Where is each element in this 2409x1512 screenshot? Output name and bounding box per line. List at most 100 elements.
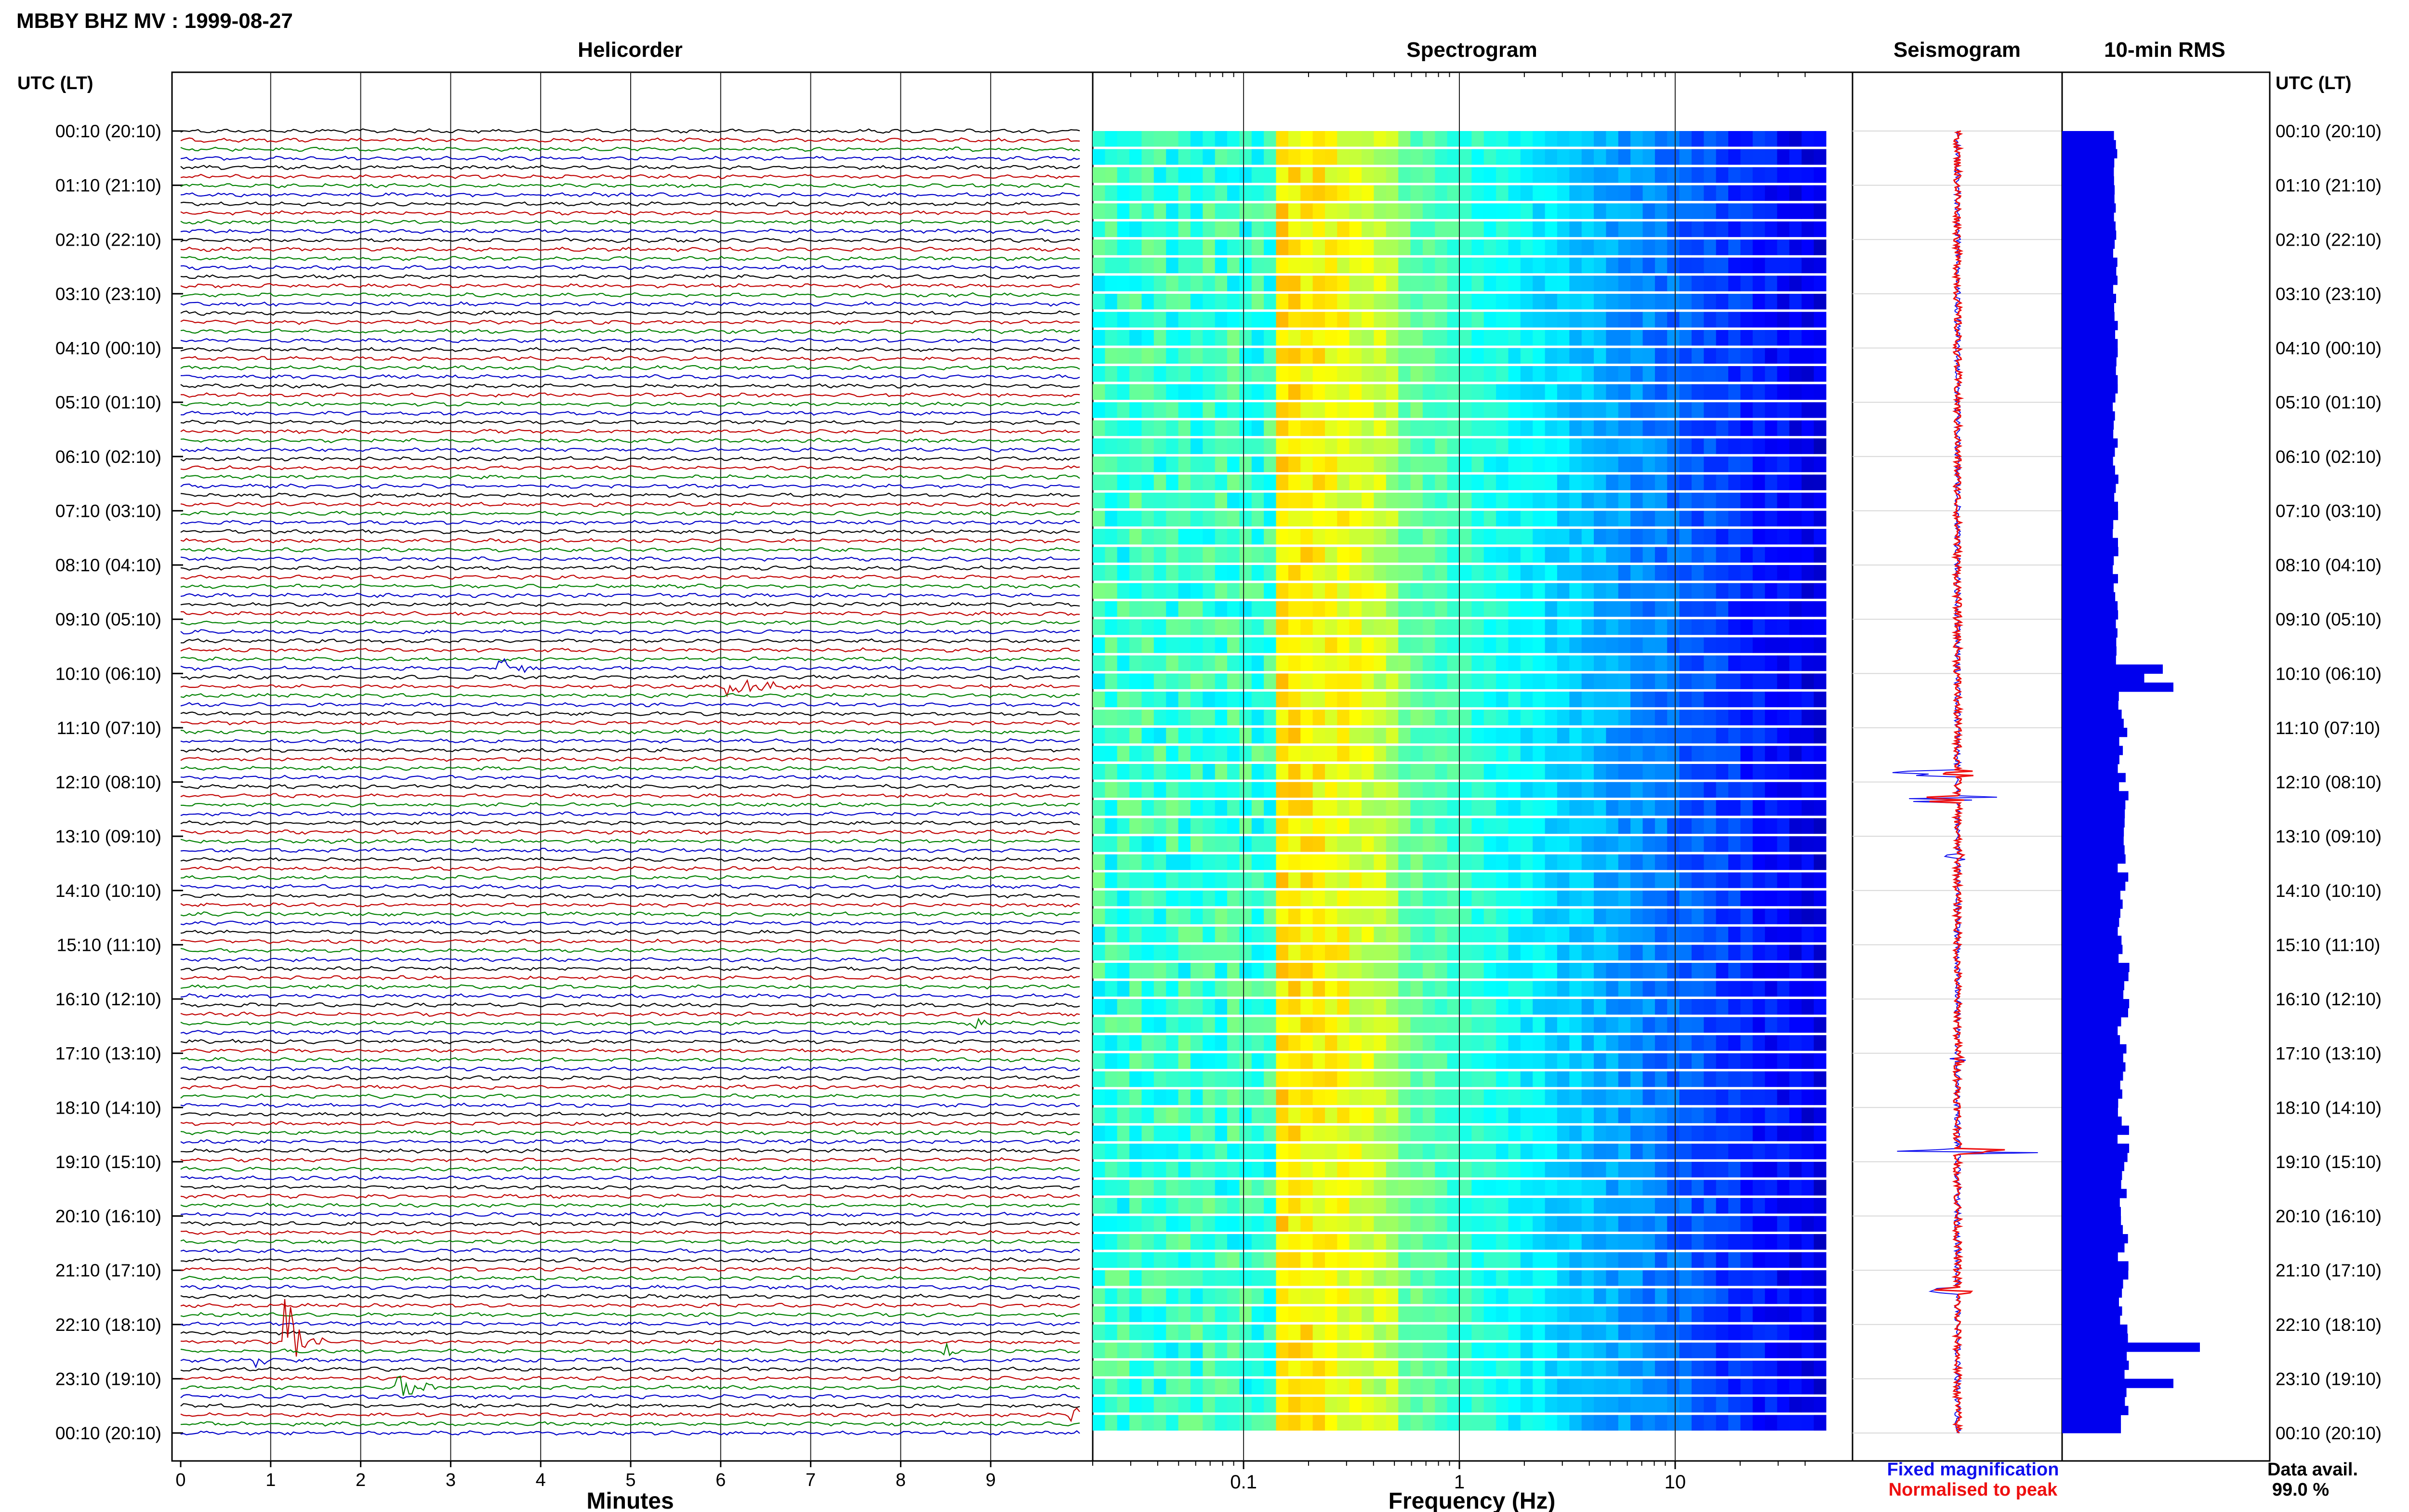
spectrogram-cell [1362, 1415, 1375, 1431]
spectrogram-cell [1276, 438, 1289, 454]
spectrogram-cell [1276, 547, 1289, 563]
spectrogram-cell [1642, 583, 1655, 599]
spectrogram-cell [1203, 293, 1216, 310]
spectrogram-cell [1288, 348, 1301, 364]
spectrogram-cell [1190, 673, 1203, 689]
spectrogram-cell [1545, 1144, 1558, 1159]
spectrogram-cell [1312, 1144, 1325, 1159]
spectrogram-cell [1264, 1071, 1277, 1087]
spectrogram-cell [1117, 1053, 1130, 1069]
spectrogram-cell [1276, 872, 1289, 888]
spectrogram-cell [1093, 1071, 1105, 1087]
spectrogram-cell [1765, 637, 1778, 653]
spectrogram-cell [1679, 962, 1692, 979]
rms-bar [2062, 818, 2125, 828]
spectrogram-cell [1312, 438, 1325, 454]
spectrogram-cell [1520, 1161, 1533, 1178]
spectrogram-cell [1630, 167, 1643, 183]
spectrogram-cell [1740, 330, 1753, 346]
spectrogram-cell [1692, 1270, 1704, 1286]
spectrogram-cell [1557, 1144, 1570, 1159]
spectrogram-cell [1178, 1415, 1191, 1431]
spectrogram-cell [1251, 1161, 1264, 1178]
spectrogram-cell [1655, 1144, 1668, 1159]
spectrogram-cell [1508, 167, 1521, 183]
spectrogram-cell [1789, 1360, 1802, 1377]
spectrogram-cell [1239, 583, 1252, 599]
station-title: MBBY BHZ MV : 1999-08-27 [16, 9, 293, 33]
spectrogram-cell [1789, 1306, 1802, 1322]
spectrogram-cell [1239, 999, 1252, 1015]
rms-bar [2062, 755, 2119, 764]
spectrogram-cell [1203, 710, 1216, 725]
spectrogram-cell [1496, 1180, 1509, 1196]
spectrogram-cell [1141, 691, 1154, 708]
spectrogram-cell [1227, 999, 1240, 1015]
spectrogram-cell [1129, 800, 1142, 816]
spectrogram-cell [1789, 999, 1802, 1015]
spectrogram-cell [1215, 1360, 1228, 1377]
spectrogram-cell [1557, 1053, 1570, 1069]
spectrogram-cell [1153, 1234, 1166, 1250]
spectrogram-cell [1166, 691, 1179, 708]
spectrogram-cell [1422, 239, 1435, 255]
spectrogram-cell [1141, 1144, 1154, 1159]
spectrogram-cell [1447, 1270, 1460, 1286]
spectrogram-cell [1422, 402, 1435, 418]
spectrogram-cell [1312, 655, 1325, 671]
spectrogram-cell [1435, 926, 1448, 943]
spectrogram-cell [1300, 583, 1313, 599]
spectrogram-cell [1594, 1107, 1606, 1123]
spectrogram-cell [1704, 384, 1717, 400]
spectrogram-cell [1386, 710, 1399, 725]
spectrogram-cell [1435, 1017, 1448, 1033]
spectrogram-cell [1374, 673, 1387, 689]
time-label-right: 23:10 (19:10) [2276, 1369, 2382, 1389]
spectrogram-cell [1386, 854, 1399, 870]
spectrogram-cell [1398, 962, 1411, 979]
spectrogram-cell [1581, 547, 1594, 563]
helicorder-trace [180, 702, 1080, 708]
spectrogram-cell [1264, 1270, 1277, 1286]
spectrogram-cell [1777, 420, 1790, 436]
spectrogram-cell [1349, 999, 1362, 1015]
spectrogram-cell [1129, 764, 1142, 780]
spectrogram-cell [1728, 1234, 1741, 1250]
spectrogram-cell [1215, 1342, 1228, 1358]
spectrogram-cell [1483, 655, 1496, 671]
spectrogram-cell [1203, 456, 1216, 473]
spectrogram-cell [1630, 1107, 1643, 1123]
spectrogram-cell [1471, 276, 1484, 291]
spectrogram-cell [1447, 673, 1460, 689]
spectrogram-cell [1153, 764, 1166, 780]
spectrogram-cell [1166, 312, 1179, 328]
spectrogram-cell [1642, 1324, 1655, 1341]
spectrogram-cell [1276, 908, 1289, 924]
spectrogram-cell [1545, 890, 1558, 907]
spectrogram-cell [1288, 637, 1301, 653]
spectrogram-cell [1227, 438, 1240, 454]
spectrogram-cell [1374, 1107, 1387, 1123]
spectrogram-cell [1667, 601, 1680, 617]
spectrogram-cell [1777, 565, 1790, 581]
spectrogram-cell [1105, 1306, 1118, 1322]
spectrogram-cell [1264, 384, 1277, 400]
spectrogram-cell [1642, 962, 1655, 979]
spectrogram-cell [1264, 782, 1277, 798]
spectrogram-cell [1190, 221, 1203, 237]
helicorder-trace [180, 1312, 1080, 1317]
spectrogram-cell [1765, 167, 1778, 183]
spectrogram-cell [1459, 203, 1472, 219]
spectrogram-cell [1337, 1035, 1350, 1051]
spectrogram-cell [1630, 655, 1643, 671]
spectrogram-cell [1190, 1035, 1203, 1051]
spectrogram-cell [1300, 257, 1313, 274]
spectrogram-cell [1789, 511, 1802, 526]
helicorder-trace [180, 866, 1080, 871]
time-label-right: 08:10 (04:10) [2276, 555, 2382, 575]
spectrogram-cell [1752, 1161, 1765, 1178]
spectrogram-cell [1410, 511, 1423, 526]
spectrogram-cell [1740, 1252, 1753, 1268]
rms-bar [2062, 727, 2128, 737]
spectrogram-cell [1471, 1053, 1484, 1069]
